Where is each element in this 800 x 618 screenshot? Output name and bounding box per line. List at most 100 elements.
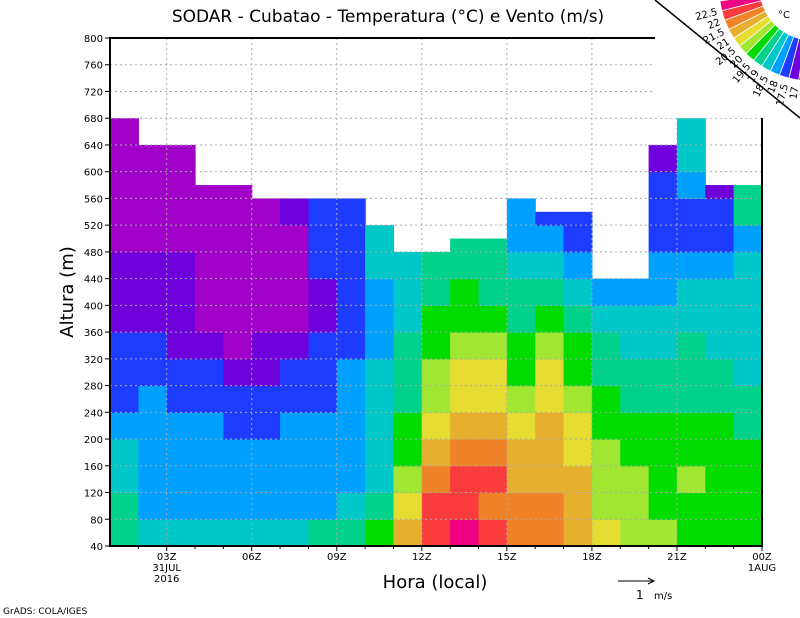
temperature-cell [450, 251, 480, 280]
temperature-cell [705, 385, 735, 413]
y-tick-label: 440 [84, 275, 103, 286]
temperature-cell [393, 385, 423, 413]
temperature-cell [166, 171, 196, 200]
temperature-cell [138, 519, 168, 547]
temperature-cell [280, 332, 310, 360]
temperature-cell [705, 412, 735, 440]
x-tick-label: 18Z [582, 552, 602, 563]
temperature-cell [308, 465, 338, 494]
x-tick-year: 2016 [154, 574, 179, 585]
y-tick-label: 520 [84, 221, 103, 232]
temperature-cell [733, 492, 763, 520]
temperature-cell [705, 305, 735, 333]
temperature-cell [393, 305, 423, 333]
temperature-cell [166, 305, 196, 333]
temperature-cell [251, 465, 281, 494]
temperature-cell [223, 358, 253, 387]
temperature-cell [478, 305, 508, 333]
temperature-cell [110, 358, 139, 387]
temperature-cell [648, 171, 678, 200]
temperature-cell [733, 358, 763, 387]
temperature-cell [705, 358, 735, 387]
temperature-cell [336, 225, 366, 253]
temperature-cell [251, 225, 281, 253]
temperature-cell [110, 492, 139, 520]
temperature-cell [563, 465, 593, 494]
temperature-cell [563, 225, 593, 253]
temperature-cell [535, 358, 565, 387]
temperature-cell [308, 519, 338, 547]
temperature-cell [506, 519, 536, 547]
temperature-cell [223, 439, 253, 467]
temperature-cell [110, 439, 139, 467]
temperature-cell [365, 332, 395, 360]
temperature-cell [733, 332, 763, 360]
temperature-cell [110, 385, 139, 413]
temperature-cell [535, 225, 565, 253]
temperature-cell [308, 385, 338, 413]
temperature-cell [648, 385, 678, 413]
temperature-cell [110, 118, 139, 146]
temperature-cell [591, 278, 621, 306]
temperature-cell [450, 238, 480, 253]
temperature-cell [450, 492, 480, 520]
x-tick-label: 03Z [157, 552, 177, 563]
temperature-cell [280, 385, 310, 413]
temperature-cell [648, 465, 678, 494]
temperature-cell [365, 225, 395, 253]
temperature-cell [733, 198, 763, 226]
temperature-cell [166, 251, 196, 280]
temperature-cell [365, 465, 395, 494]
temperature-cell [733, 412, 763, 440]
temperature-cell [676, 278, 706, 306]
chart-title: SODAR - Cubatao - Temperatura (°C) e Ven… [172, 7, 604, 27]
temperature-cell [648, 332, 678, 360]
temperature-cell [676, 465, 706, 494]
temperature-cell [676, 519, 706, 547]
temperature-cell [620, 385, 650, 413]
temperature-cell [336, 198, 366, 226]
temperature-cell [676, 385, 706, 413]
y-tick-label: 680 [84, 114, 103, 125]
reference-arrow-head [647, 577, 656, 585]
y-tick-label: 360 [84, 328, 103, 339]
x-tick-date: 1AUG [748, 563, 776, 574]
temperature-cell [676, 358, 706, 387]
temperature-cell [478, 492, 508, 520]
temperature-cell [563, 251, 593, 280]
temperature-cell [648, 278, 678, 306]
colorbar-label: 22 [706, 17, 722, 32]
temperature-cell [365, 492, 395, 520]
temperature-cell [591, 492, 621, 520]
y-tick-label: 120 [84, 489, 103, 500]
temperature-cell [365, 412, 395, 440]
temperature-cell [676, 225, 706, 253]
temperature-cell [138, 305, 168, 333]
temperature-cell [308, 358, 338, 387]
temperature-cell [393, 278, 423, 306]
temperature-cell [478, 412, 508, 440]
x-tick-date: 31JUL [152, 563, 181, 574]
temperature-cell [336, 465, 366, 494]
temperature-cell [166, 198, 196, 226]
temperature-cell [705, 465, 735, 494]
temperature-cell [138, 385, 168, 413]
temperature-cell [733, 185, 763, 200]
temperature-cell [478, 278, 508, 306]
temperature-cell [535, 519, 565, 547]
x-tick-label: 21Z [667, 552, 687, 563]
temperature-cell [450, 305, 480, 333]
temperature-cell [166, 385, 196, 413]
temperature-cell [308, 198, 338, 226]
temperature-cell [251, 332, 281, 360]
y-tick-label: 720 [84, 87, 103, 98]
temperature-cell [705, 332, 735, 360]
temperature-cell [478, 385, 508, 413]
temperature-cell [365, 519, 395, 547]
temperature-cell [195, 492, 224, 520]
temperature-cell [506, 465, 536, 494]
temperature-cell [110, 465, 139, 494]
temperature-cell [478, 358, 508, 387]
x-tick-label: 00Z [752, 552, 772, 563]
temperature-cell [506, 439, 536, 467]
